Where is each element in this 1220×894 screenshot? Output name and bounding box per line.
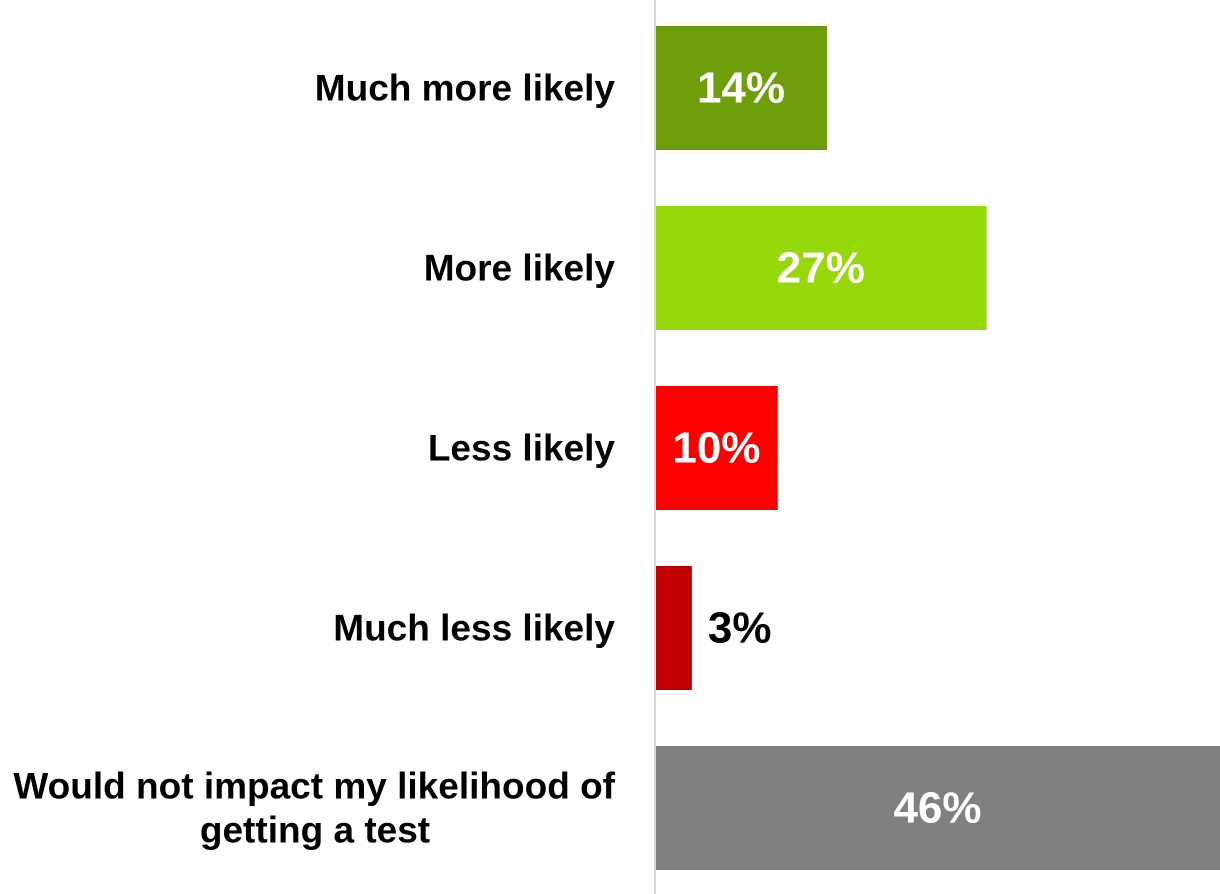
bar-4 xyxy=(655,566,692,690)
category-labels-group: Much more likely More likely Less likely Mu… xyxy=(13,68,615,851)
category-label-3: Less likely xyxy=(428,428,616,469)
bar-1 xyxy=(655,26,827,150)
bar-3 xyxy=(655,386,778,510)
category-label-4: Much less likely xyxy=(333,608,615,649)
bar-2 xyxy=(655,206,987,330)
value-labels-group: 14% 27% 10% 3% 46% xyxy=(672,64,981,833)
bars-group xyxy=(655,26,1220,870)
value-label-1: 14% xyxy=(697,64,785,113)
category-label-5-line-1: Would not impact my likelihood of xyxy=(13,766,615,807)
category-label-2: More likely xyxy=(424,248,616,289)
category-label-5-line-2: getting a test xyxy=(200,810,430,851)
category-label-1: Much more likely xyxy=(315,68,616,109)
value-label-4: 3% xyxy=(708,604,772,653)
value-label-5: 46% xyxy=(893,784,981,833)
bar-5 xyxy=(655,746,1220,870)
value-label-3: 10% xyxy=(672,424,760,473)
value-label-2: 27% xyxy=(777,244,865,293)
